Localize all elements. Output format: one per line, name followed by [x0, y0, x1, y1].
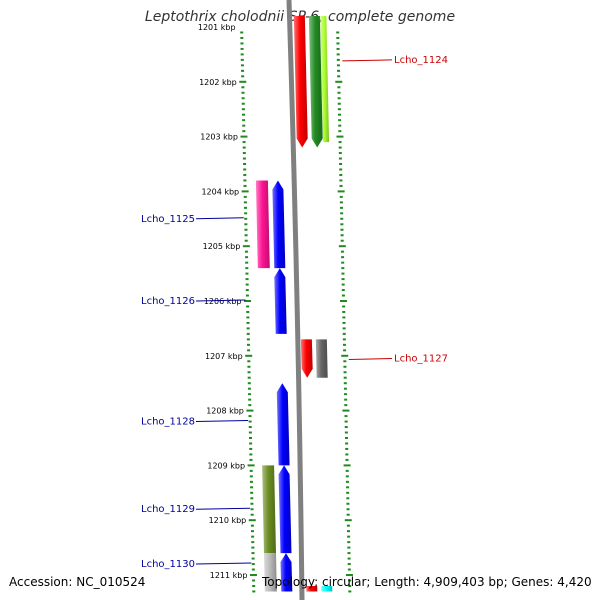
tick-label: 1207 kbp	[205, 352, 243, 361]
gene-label-leader	[342, 59, 393, 62]
gene-feature-f3[interactable]	[320, 16, 330, 143]
gene-feature-f13[interactable]	[280, 553, 293, 592]
gene-labels-layer: Lcho_1124 Lcho_1125 Lcho_1126 Lcho_1127 Lcho…	[141, 55, 448, 570]
gene-feature-f4[interactable]	[255, 180, 270, 269]
gene-label[interactable]: Lcho_1126	[141, 296, 195, 307]
gene-label[interactable]: Lcho_1125	[141, 214, 195, 225]
gene-feature-f9[interactable]	[276, 383, 290, 466]
tick-label: 1206 kbp	[204, 297, 242, 306]
tick-label: 1203 kbp	[200, 133, 238, 142]
tick-labels-layer: 1201 kbp 1202 kbp 1203 kbp 1204 kbp 1205 kbp…	[198, 23, 248, 580]
gene-label-leader	[195, 507, 251, 510]
tick-label: 1205 kbp	[203, 242, 241, 251]
gene-feature-f2[interactable]	[308, 16, 323, 148]
gene-feature-f8[interactable]	[315, 339, 328, 378]
tick-label: 1202 kbp	[199, 78, 237, 87]
gene-feature-f11[interactable]	[278, 465, 292, 554]
gene-label[interactable]: Lcho_1129	[141, 504, 195, 515]
tick-label: 1208 kbp	[206, 407, 244, 416]
gene-feature-f5[interactable]	[272, 180, 286, 269]
gene-label[interactable]: Lcho_1130	[141, 559, 195, 570]
genome-backbone	[286, 0, 305, 600]
gene-feature-f10[interactable]	[262, 465, 276, 554]
gene-label-leader	[195, 420, 249, 423]
gene-label[interactable]: Lcho_1127	[394, 354, 448, 365]
tick-label: 1204 kbp	[201, 187, 239, 196]
accession-text: Accession: NC_010524	[9, 575, 146, 589]
gene-feature-f7[interactable]	[300, 339, 313, 378]
genome-info-text: Topology: circular; Length: 4,909,403 bp…	[262, 575, 592, 589]
tick-label: 1209 kbp	[207, 461, 245, 470]
gene-feature-f14[interactable]	[306, 585, 318, 592]
gene-label[interactable]: Lcho_1128	[141, 417, 195, 428]
tick-label: 1201 kbp	[198, 23, 236, 32]
gene-label-leader	[195, 299, 246, 302]
tick-label: 1210 kbp	[209, 516, 247, 525]
gene-label-leader	[195, 562, 252, 565]
tick-marks-layer	[239, 31, 353, 593]
gene-label[interactable]: Lcho_1124	[394, 55, 448, 66]
gene-feature-f1[interactable]	[293, 16, 308, 148]
features-layer	[255, 16, 333, 592]
gene-label-leader	[195, 217, 244, 220]
tick-label: 1211 kbp	[210, 571, 248, 580]
gene-label-leader	[348, 358, 393, 361]
gene-feature-f15[interactable]	[321, 585, 333, 592]
gene-feature-f12[interactable]	[263, 553, 277, 592]
backbone-layer	[286, 0, 305, 600]
gene-feature-f6[interactable]	[274, 268, 287, 334]
